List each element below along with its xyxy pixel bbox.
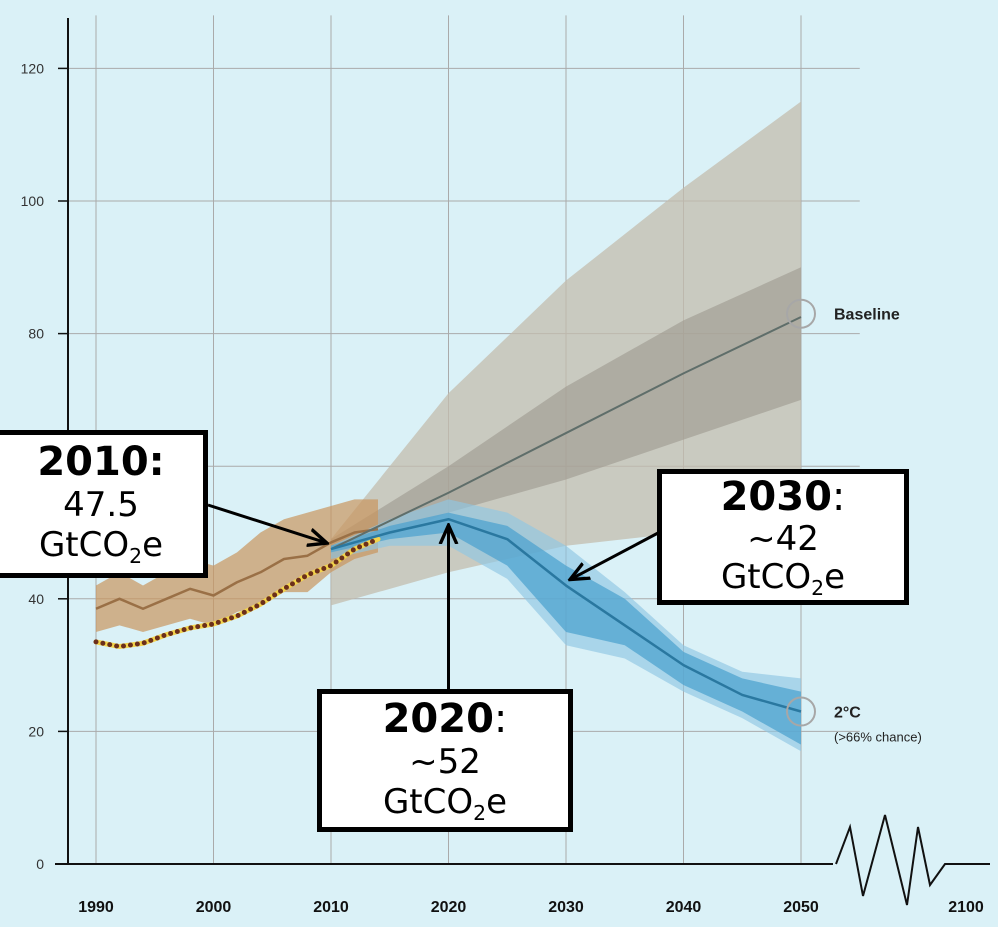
callout-2010-unit-tail: e [142, 525, 164, 565]
end-marker-label-1: 2°C [834, 705, 861, 722]
y-tick-label-120: 120 [21, 60, 45, 76]
end-marker-0 [786, 298, 816, 329]
x-tick-label-2030: 2030 [548, 899, 584, 916]
y-tick-label-40: 40 [28, 591, 44, 607]
callout-2020-unit: GtCO [382, 782, 474, 822]
baseline-inner-band [331, 267, 801, 560]
x-tick-label-2020: 2020 [431, 899, 467, 916]
end-marker-sublabel-1: (>66% chance) [834, 730, 922, 745]
callout-2020-unit-sub: 2 [473, 801, 487, 826]
callout-2030-unit-sub: 2 [811, 576, 825, 601]
callout-2030-value: ~42 [747, 519, 819, 559]
callout-2030-year: 2030 [720, 474, 832, 520]
end-marker-1 [786, 696, 816, 727]
arrow-2010 [207, 503, 327, 543]
historical-total-line [95, 527, 379, 610]
callout-2010: 2010: 47.5 GtCO2e [0, 430, 208, 578]
callout-2030: 2030: ~42 GtCO2e [657, 469, 909, 605]
callout-2010-unit: GtCO [38, 525, 130, 565]
y-tick-label-0: 0 [36, 856, 44, 872]
x-tick-label-2040: 2040 [666, 899, 702, 916]
x-tick-label-2100: 2100 [948, 899, 984, 916]
callout-2020-value: ~52 [409, 742, 481, 782]
y-tick-label-20: 20 [28, 723, 44, 739]
axis-break-zigzag [835, 814, 990, 906]
callout-2020-year: 2020 [382, 696, 494, 742]
twodeg-inner-band [331, 512, 801, 745]
y-tick-label-100: 100 [21, 193, 45, 209]
x-tick-label-2010: 2010 [313, 899, 349, 916]
twodeg-line [330, 517, 802, 713]
callout-2020: 2020: ~52 GtCO2e [317, 689, 573, 832]
callout-2030-unit-tail: e [824, 557, 846, 597]
callout-2020-unit-tail: e [486, 782, 508, 822]
x-tick-label-2050: 2050 [783, 899, 819, 916]
callout-2010-value: 47.5 [63, 485, 139, 525]
x-tick-label-2000: 2000 [196, 899, 232, 916]
callout-2030-unit: GtCO [720, 557, 812, 597]
callout-2010-unit-sub: 2 [129, 544, 143, 569]
callout-2030-sep: : [831, 474, 846, 520]
historical-co2-line [93, 536, 381, 650]
callout-2020-sep: : [493, 696, 508, 742]
callout-2010-year: 2010: [37, 439, 165, 485]
end-marker-label-0: Baseline [834, 307, 900, 324]
y-tick-label-80: 80 [28, 326, 44, 342]
x-tick-label-1990: 1990 [78, 899, 114, 916]
arrow-2030 [570, 531, 659, 580]
baseline-line [330, 316, 802, 550]
